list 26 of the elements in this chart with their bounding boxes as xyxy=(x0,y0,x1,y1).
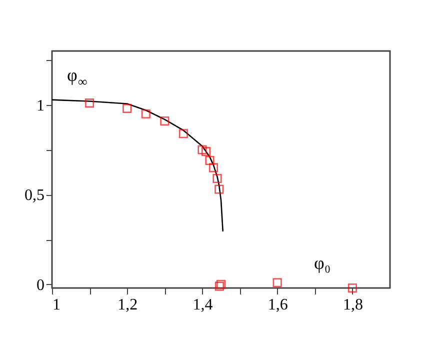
point xyxy=(212,174,222,183)
point xyxy=(214,184,224,194)
x-tick-label: 1,6 xyxy=(268,296,288,314)
point xyxy=(122,104,132,113)
line-series xyxy=(51,99,224,232)
point xyxy=(272,278,282,288)
x-tick-label: 1,4 xyxy=(192,296,213,314)
point xyxy=(178,129,188,138)
point xyxy=(160,116,170,126)
point xyxy=(85,98,94,108)
x-axis-title: φ₀ xyxy=(314,253,331,273)
point xyxy=(348,283,357,293)
point xyxy=(205,156,214,166)
x-tick-label: 1,2 xyxy=(118,296,138,314)
x-tick-label: 1,8 xyxy=(342,296,363,314)
point xyxy=(198,145,207,154)
y-tick-label: 0,5 xyxy=(24,187,44,204)
point xyxy=(214,282,224,291)
point xyxy=(141,109,150,118)
point xyxy=(216,280,226,289)
y-tick-label: 0 xyxy=(36,276,44,294)
x-tick-label: 1 xyxy=(52,296,60,314)
y-axis-title: φ∞ xyxy=(67,65,88,89)
point xyxy=(201,147,210,156)
y-tick-label: 1 xyxy=(36,97,44,114)
point xyxy=(208,163,218,172)
